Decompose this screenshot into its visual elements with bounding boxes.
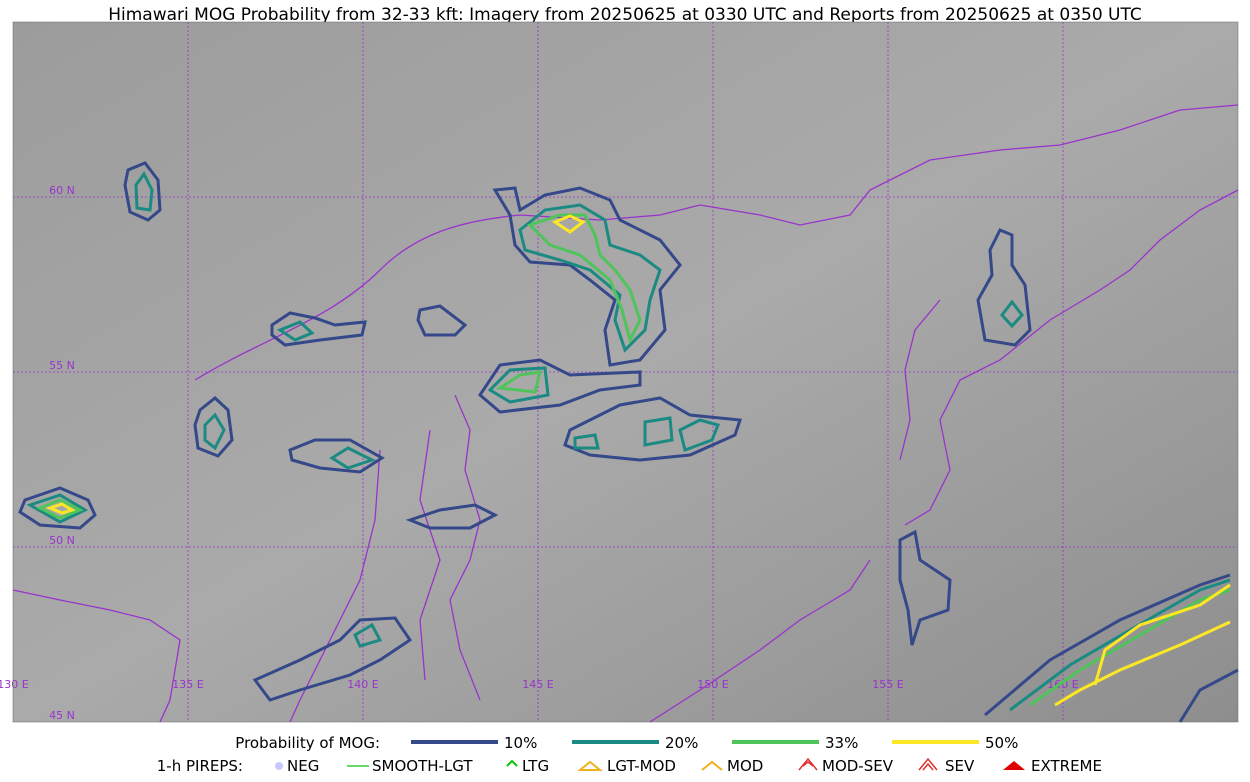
legend-label: LTG [522,757,549,775]
lon-label: 130 E [0,678,29,691]
legend-label: SMOOTH-LGT [372,757,473,775]
pirep-icon [701,760,723,771]
legend-label: 10% [504,734,537,752]
map-frame [12,21,1239,723]
legend-label: MOD [727,757,763,775]
legend-label: MOD-SEV [822,757,894,775]
pirep-icon [1003,761,1025,770]
lat-label: 55 N [49,359,75,372]
graticule: 130 E 135 E 140 E 145 E 150 E 155 E 160 E60 N5… [0,22,1238,722]
title: Himawari MOG Probability from 32-33 kft:… [108,5,1142,25]
pirep-icon [577,760,603,771]
pirep-icon [275,762,283,770]
legend-label: 20% [665,734,698,752]
map: 130 E 135 E 140 E 145 E 150 E 155 E 160 E60 N5… [0,21,1239,723]
legend-title: Probability of MOG: [235,734,380,752]
pirep-icon [506,759,518,767]
legend-label: LGT-MOD [607,757,676,775]
legend-title: 1-h PIREPS: [157,757,243,775]
legend-label: EXTREME [1031,757,1102,775]
legend-label: 33% [825,734,858,752]
probability-contours [18,161,1239,723]
lat-label: 45 N [49,709,75,722]
lon-label: 135 E [172,678,203,691]
legend-label: 50% [985,734,1018,752]
lat-label: 50 N [49,534,75,547]
legend-label: NEG [287,757,319,775]
pirep-icon [798,757,818,771]
coastlines [12,104,1239,723]
legend-label: SEV [945,757,975,775]
lon-label: 155 E [872,678,903,691]
lon-label: 150 E [697,678,728,691]
lat-label: 60 N [49,184,75,197]
lon-label: 145 E [522,678,553,691]
lon-label: 140 E [347,678,378,691]
legend: Probability of MOG: 10% 20% 33% 50% 1-h … [157,734,1102,775]
pirep-icon [918,757,938,771]
